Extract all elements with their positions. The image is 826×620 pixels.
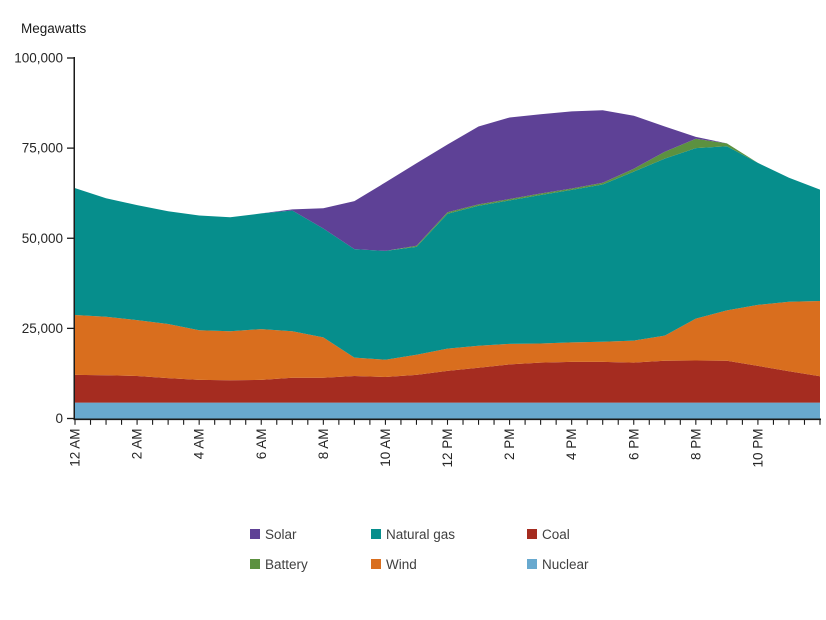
legend-swatch-natural-gas xyxy=(371,529,381,539)
legend-item-natural-gas: Natural gas xyxy=(371,526,455,542)
legend-swatch-nuclear xyxy=(527,559,537,569)
x-tick-label: 4 PM xyxy=(564,429,579,461)
legend-item-battery: Battery xyxy=(250,556,308,572)
legend-label-natural-gas: Natural gas xyxy=(386,526,456,542)
legend-swatch-coal xyxy=(527,529,537,539)
x-tick-label: 8 AM xyxy=(316,429,331,460)
y-tick-label: 0 xyxy=(55,411,63,426)
area-coal xyxy=(75,360,820,403)
y-tick-label: 25,000 xyxy=(22,321,63,336)
x-tick-label: 4 AM xyxy=(192,429,207,460)
area-natural-gas xyxy=(75,146,820,360)
y-tick-label: 75,000 xyxy=(22,141,63,156)
x-tick-label: 8 PM xyxy=(688,429,703,461)
legend-label-wind: Wind xyxy=(386,556,417,572)
legend-swatch-solar xyxy=(250,529,260,539)
legend-item-nuclear: Nuclear xyxy=(527,556,589,572)
x-tick-label: 10 AM xyxy=(378,429,393,467)
x-tick-label: 2 PM xyxy=(502,429,517,461)
y-tick-label: 50,000 xyxy=(22,231,63,246)
x-tick-label: 10 PM xyxy=(750,429,765,468)
x-tick-label: 6 PM xyxy=(626,429,641,461)
legend-label-nuclear: Nuclear xyxy=(542,556,589,572)
area-nuclear xyxy=(75,402,820,419)
y-tick-label: 100,000 xyxy=(14,51,63,66)
legend-item-coal: Coal xyxy=(527,526,570,542)
x-tick-label: 12 AM xyxy=(68,429,83,467)
legend-item-wind: Wind xyxy=(371,556,417,572)
legend-swatch-battery xyxy=(250,559,260,569)
legend-label-solar: Solar xyxy=(265,526,297,542)
x-tick-label: 12 PM xyxy=(440,429,455,468)
legend-label-coal: Coal xyxy=(542,526,570,542)
x-tick-label: 6 AM xyxy=(254,429,269,460)
area-wind xyxy=(75,301,820,381)
legend-item-solar: Solar xyxy=(250,526,297,542)
area-solar xyxy=(75,110,820,251)
x-tick-label: 2 AM xyxy=(130,429,145,460)
legend-swatch-wind xyxy=(371,559,381,569)
stacked-area-chart: 0 25,000 50,000 75,000 100,000 12 AM 2 AM 4 AM 6… xyxy=(14,51,821,468)
y-axis-unit-label: Megawatts xyxy=(21,21,87,36)
legend-label-battery: Battery xyxy=(265,556,308,572)
